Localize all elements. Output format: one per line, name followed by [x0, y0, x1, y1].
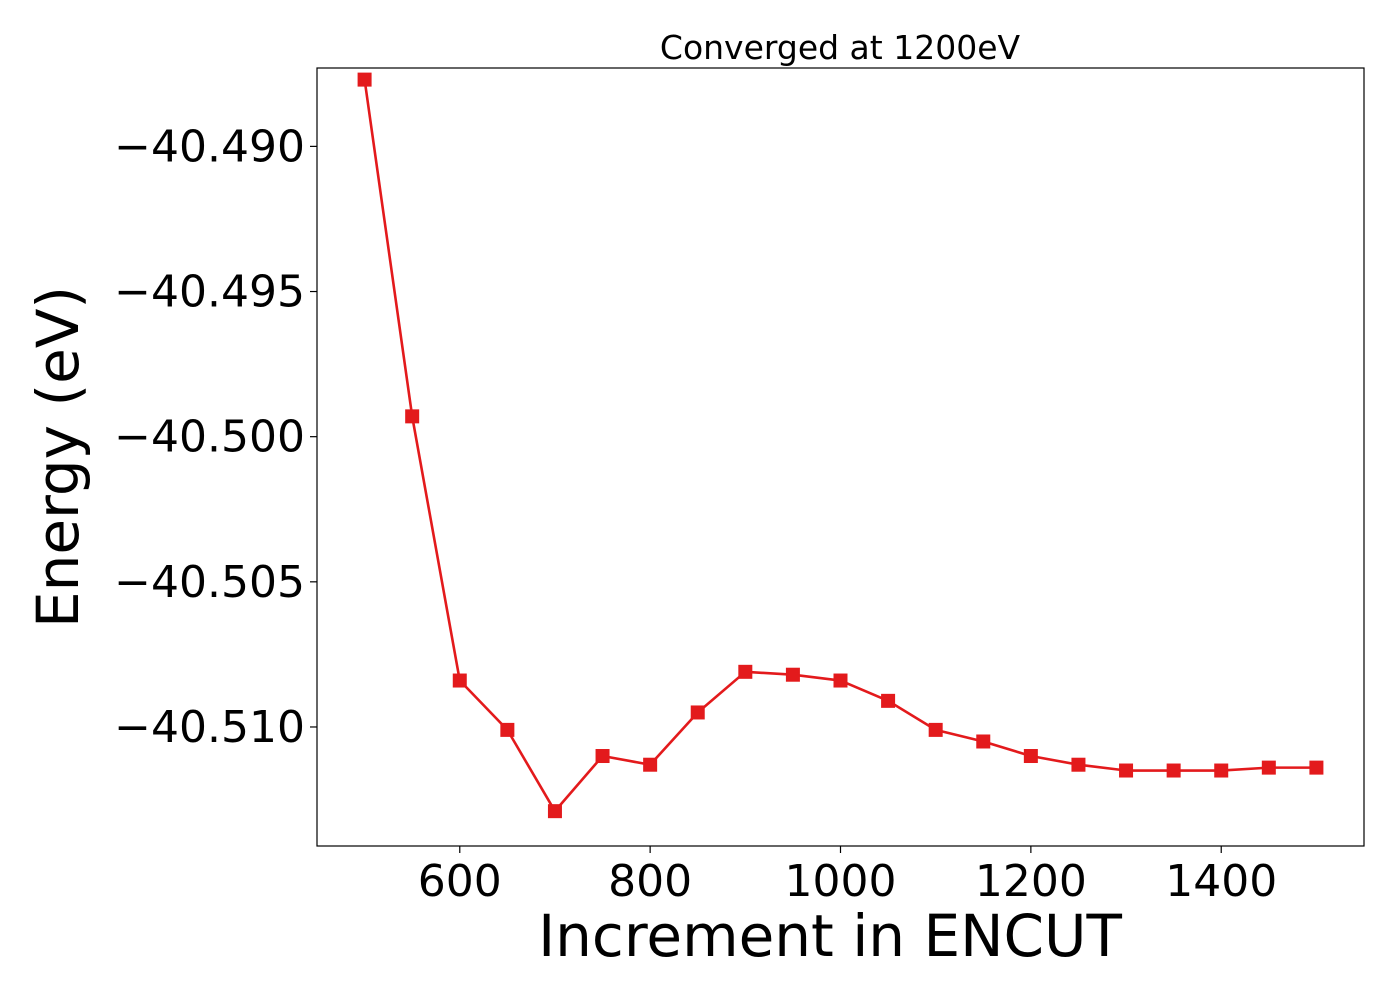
data-point-marker: [547, 804, 562, 819]
data-point-marker: [643, 757, 658, 772]
x-tick-label: 1200: [975, 856, 1087, 907]
data-point-marker: [1023, 749, 1038, 764]
plot-frame: [316, 67, 1365, 847]
plot-area-background: [317, 68, 1364, 846]
y-axis-title: Energy (eV): [24, 286, 92, 628]
data-point-marker: [738, 664, 753, 679]
data-point-marker: [595, 749, 610, 764]
data-point-marker: [1309, 760, 1324, 775]
data-point-marker: [928, 722, 943, 737]
x-tick-label: 600: [418, 856, 502, 907]
x-tick-label: 1000: [785, 856, 897, 907]
data-point-marker: [357, 72, 372, 87]
y-tick-label: −40.500: [114, 412, 305, 463]
x-tick-label: 1400: [1165, 856, 1277, 907]
chart-title: Converged at 1200eV: [660, 28, 1021, 67]
y-tick-label: −40.490: [114, 121, 305, 172]
data-point-marker: [976, 734, 991, 749]
data-point-marker: [1214, 763, 1229, 778]
x-axis-ticks: 600 800 1000 1200 1400: [418, 846, 1277, 907]
data-point-marker: [881, 693, 896, 708]
x-axis-title: Increment in ENCUT: [538, 902, 1122, 970]
data-point-marker: [1166, 763, 1181, 778]
data-point-marker: [833, 673, 848, 688]
y-tick-label: −40.510: [114, 702, 305, 753]
x-tick-label: 800: [608, 856, 692, 907]
y-tick-label: −40.505: [114, 557, 305, 608]
data-point-marker: [785, 667, 800, 682]
data-point-marker: [452, 673, 467, 688]
series-layer: [357, 72, 1324, 819]
data-point-marker: [405, 409, 420, 424]
y-tick-label: −40.495: [114, 267, 305, 318]
data-point-marker: [500, 722, 515, 737]
data-point-marker: [1119, 763, 1134, 778]
data-point-marker: [1071, 757, 1086, 772]
data-point-marker: [690, 705, 705, 720]
y-axis-ticks: −40.490 −40.495 −40.500 −40.505 −40.510: [114, 121, 317, 753]
data-point-marker: [1261, 760, 1276, 775]
